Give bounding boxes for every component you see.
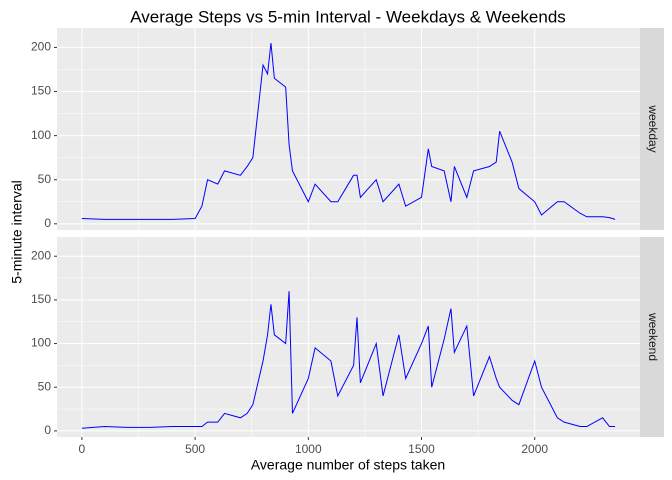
y-tick-label: 50 <box>38 172 52 186</box>
strip-background <box>640 237 664 437</box>
y-tick-label: 150 <box>31 292 51 306</box>
y-tick-label: 0 <box>44 216 51 230</box>
y-axis-title: 5-minute interval <box>9 180 25 284</box>
chart-title: Average Steps vs 5-min Interval - Weekda… <box>130 7 566 26</box>
x-axis-title: Average number of steps taken <box>251 457 445 473</box>
y-tick-label: 200 <box>31 40 51 54</box>
y-tick-label: 200 <box>31 248 51 262</box>
y-tick-label: 150 <box>31 84 51 98</box>
y-tick-label: 100 <box>31 336 51 350</box>
y-tick-label: 50 <box>38 379 52 393</box>
strip-label: weekend <box>646 312 660 361</box>
x-tick-label: 500 <box>185 442 205 456</box>
x-tick-label: 2000 <box>521 442 548 456</box>
y-tick-label: 100 <box>31 128 51 142</box>
data-line <box>81 291 616 429</box>
x-tick-label: 0 <box>79 442 86 456</box>
data-line <box>81 42 616 220</box>
panel-background <box>57 28 640 230</box>
x-tick-label: 1000 <box>295 442 322 456</box>
strip-label: weekday <box>646 104 660 152</box>
x-tick-label: 1500 <box>408 442 435 456</box>
panel-background <box>57 237 640 437</box>
strip-background <box>640 28 664 230</box>
y-tick-label: 0 <box>44 423 51 437</box>
